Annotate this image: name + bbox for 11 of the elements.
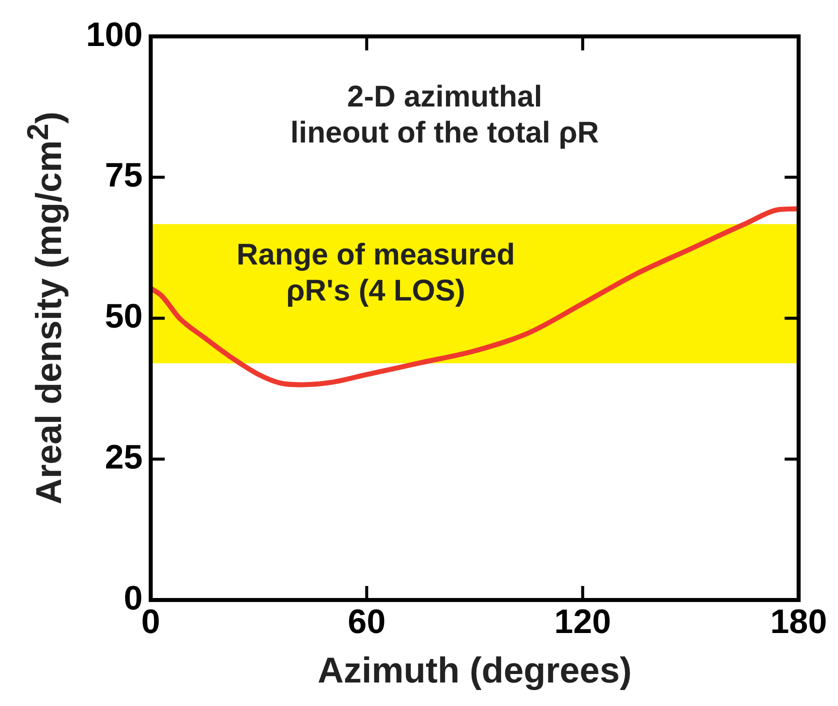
x-tick-label: 120 [554,602,612,641]
band-label: Range of measured ρR's (4 LOS) [236,238,515,308]
y-tick-label: 100 [86,16,143,54]
x-axis-title: Azimuth (degrees) [318,649,632,690]
x-tick-label: 60 [348,602,386,641]
annotation: 2-D azimuthal lineout of the total ρR [290,80,600,150]
y-tick-label: 75 [104,156,143,195]
y-tick-label: 0 [124,579,143,618]
x-tick-label: 180 [770,602,828,641]
y-tick-label: 50 [104,298,143,336]
y-tick-label: 25 [104,438,143,476]
